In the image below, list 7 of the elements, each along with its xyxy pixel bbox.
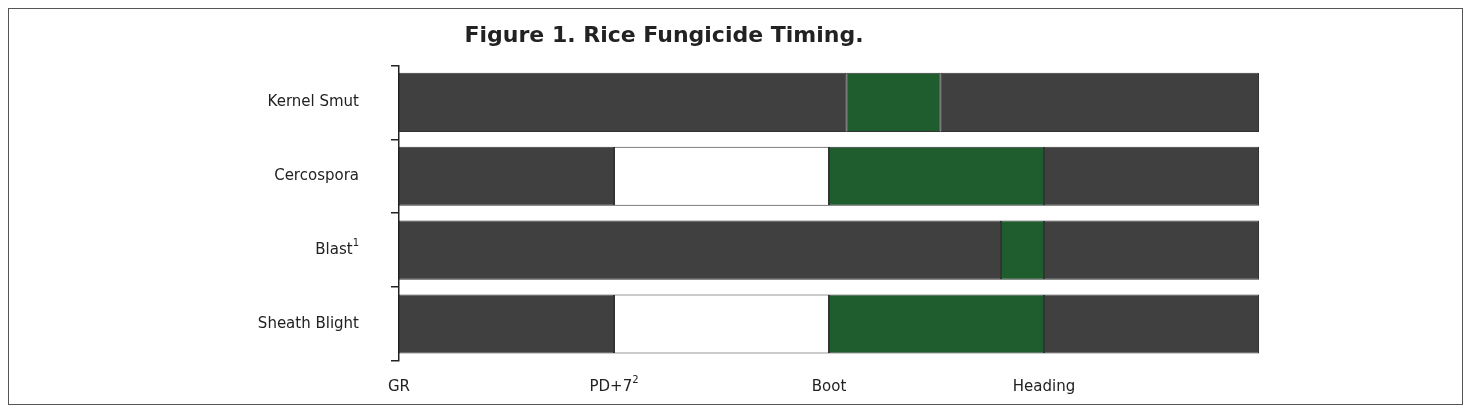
y-tick-label: Sheath Blight <box>257 313 360 332</box>
text: Heading <box>1012 376 1076 395</box>
text: GR <box>387 376 411 395</box>
y-tick-label: Kernel Smut <box>267 92 360 111</box>
chart-title: Figure 1. Rice Fungicide Timing. <box>464 21 864 47</box>
y-tick-label: Cercospora <box>274 166 360 185</box>
text: Boot <box>811 376 847 395</box>
